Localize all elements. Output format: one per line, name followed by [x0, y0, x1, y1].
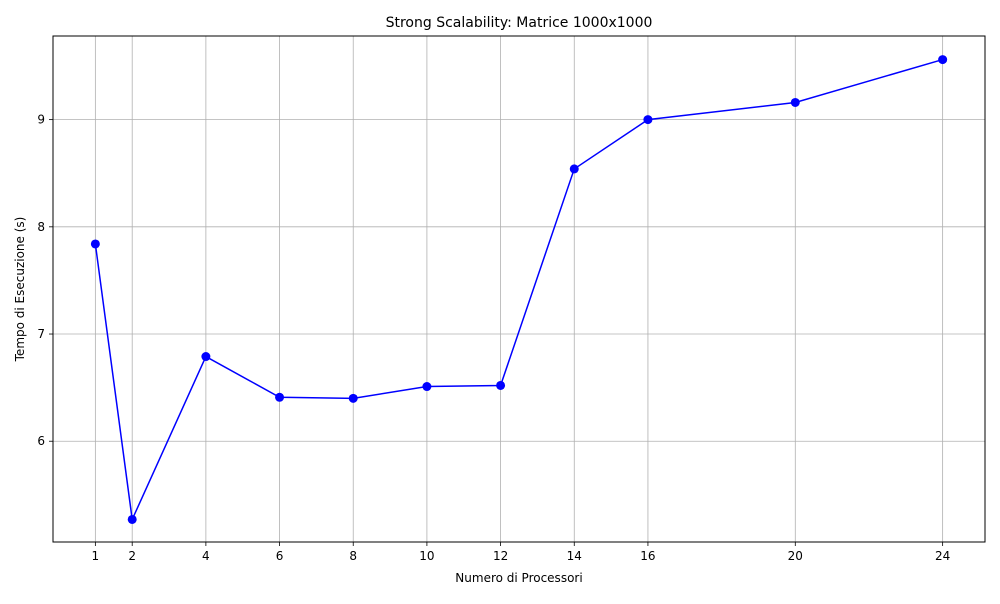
- data-point: [201, 352, 211, 362]
- y-axis-label: Tempo di Esecuzione (s): [13, 217, 27, 363]
- x-tick-label: 24: [935, 549, 950, 563]
- y-tick-label: 6: [37, 434, 45, 448]
- x-tick-label: 20: [788, 549, 803, 563]
- x-tick-label: 8: [349, 549, 357, 563]
- data-point: [569, 164, 579, 174]
- x-axis-label: Numero di Processori: [455, 571, 582, 585]
- chart-title: Strong Scalability: Matrice 1000x1000: [386, 15, 653, 31]
- data-point: [790, 97, 800, 107]
- x-tick-label: 6: [276, 549, 284, 563]
- series-layer: [90, 55, 948, 524]
- data-point: [496, 380, 506, 390]
- x-tick-label: 4: [202, 549, 210, 563]
- data-point: [127, 514, 137, 524]
- data-point: [643, 115, 653, 125]
- data-point: [275, 392, 285, 402]
- x-tick-label: 10: [419, 549, 434, 563]
- data-point: [938, 55, 948, 65]
- y-tick-label: 8: [37, 220, 45, 234]
- data-point: [90, 239, 100, 249]
- x-tick-label: 1: [92, 549, 100, 563]
- grid: [53, 36, 985, 542]
- y-tick-label: 9: [37, 113, 45, 127]
- x-tick-label: 2: [128, 549, 136, 563]
- x-tick-label: 12: [493, 549, 508, 563]
- y-tick-label: 7: [37, 327, 45, 341]
- data-point: [422, 382, 432, 392]
- data-point: [348, 393, 358, 403]
- x-tick-label: 16: [640, 549, 655, 563]
- plot-frame: [52, 35, 986, 543]
- x-tick-label: 14: [567, 549, 582, 563]
- series-line: [94, 58, 943, 523]
